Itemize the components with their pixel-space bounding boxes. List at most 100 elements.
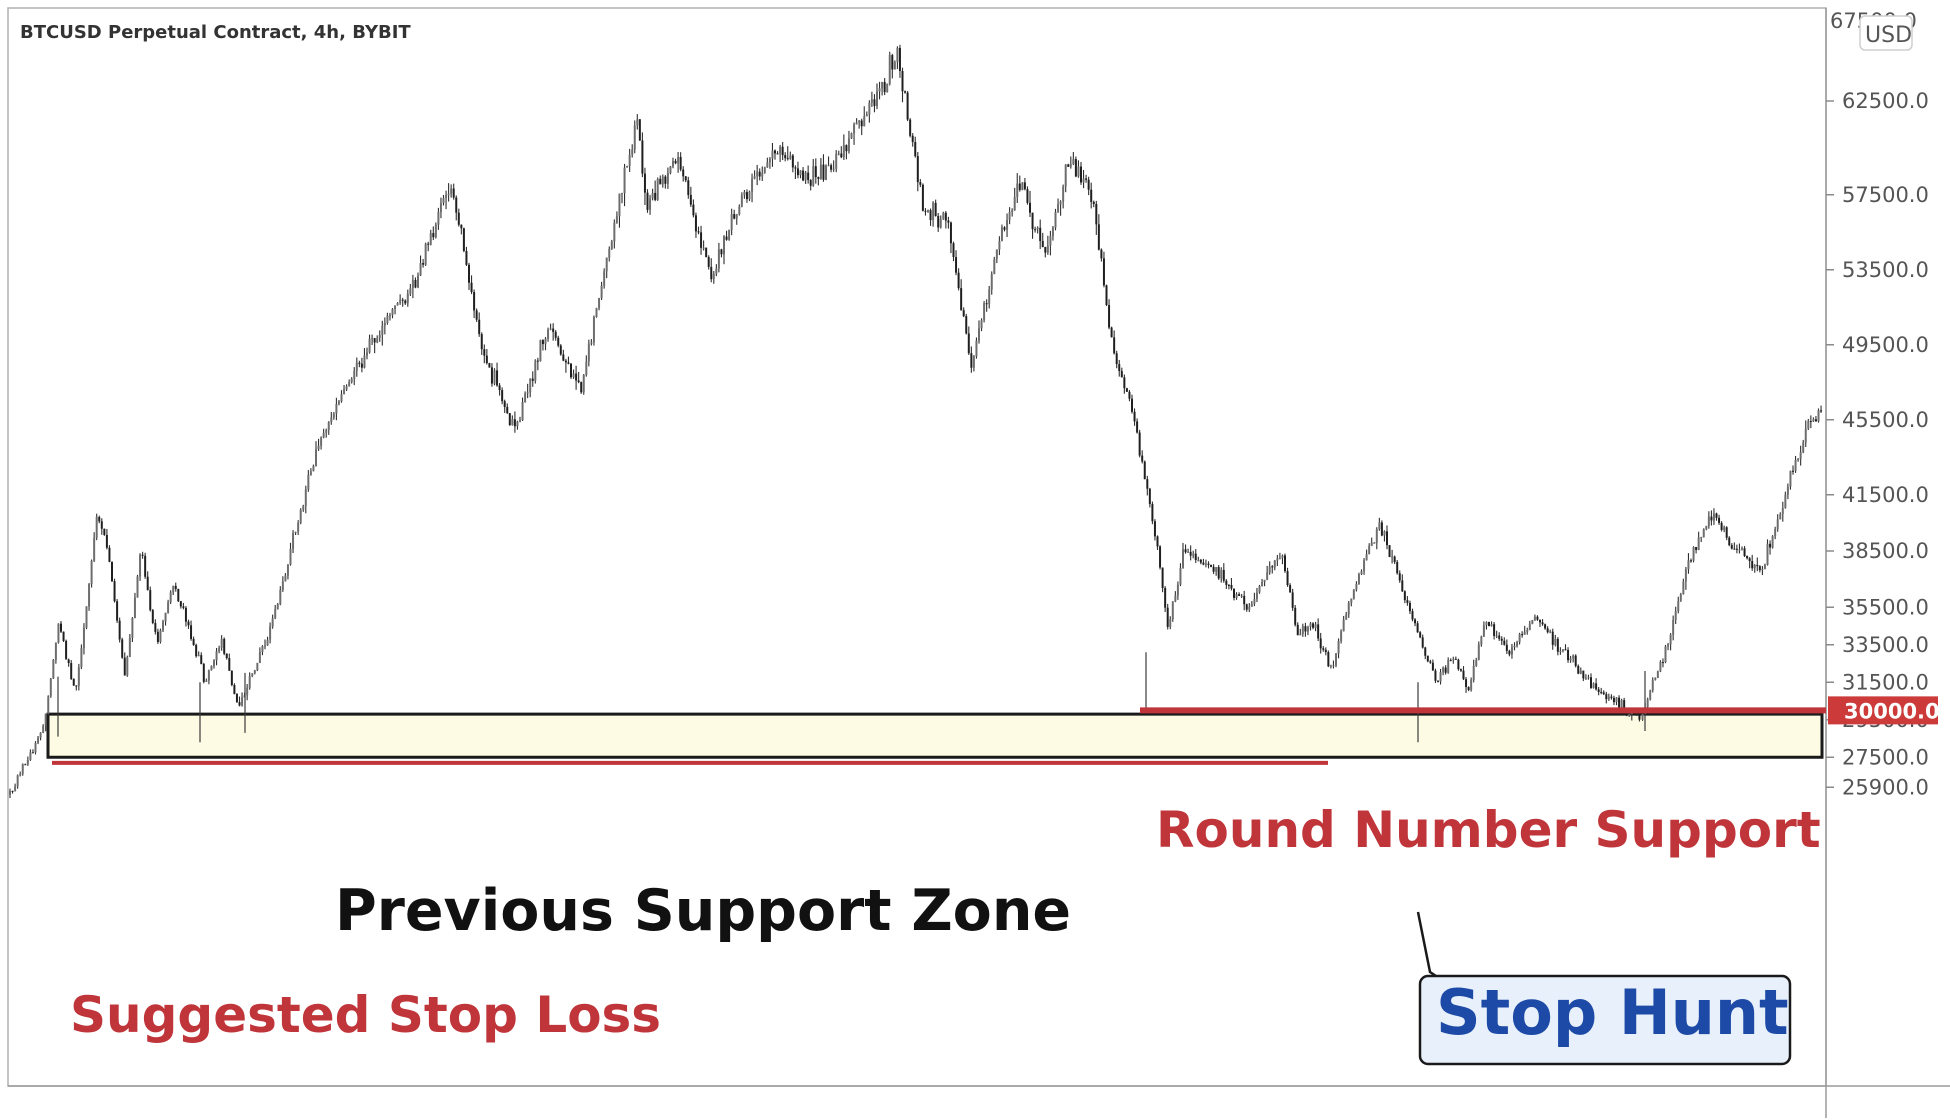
candle-body <box>1383 531 1386 536</box>
candle-body <box>753 176 756 179</box>
candle-body <box>1299 634 1302 636</box>
candle-body <box>1569 658 1572 661</box>
candle-body <box>909 119 912 136</box>
candle-body <box>697 231 700 233</box>
candle-body <box>975 340 978 357</box>
candle-body <box>200 655 203 664</box>
candle-body <box>1294 607 1297 625</box>
candle-body <box>105 534 108 548</box>
candle-body <box>437 212 440 225</box>
candle-body <box>745 192 748 200</box>
candle-body <box>246 687 249 696</box>
candle-body <box>1131 398 1133 412</box>
candle-body <box>1459 669 1462 671</box>
candle-body <box>1651 679 1654 691</box>
candle-body <box>990 274 993 290</box>
candle-body <box>1536 616 1539 620</box>
candle-body <box>223 638 226 654</box>
candle-body <box>927 210 929 212</box>
candle-body <box>391 309 394 316</box>
candle-body <box>1457 659 1460 670</box>
candle-body <box>238 702 241 706</box>
price-axis: 62500.0 57500.0 53500.0 49500.0 45500.0 41500… <box>1826 89 1929 799</box>
candle-body <box>1176 584 1179 596</box>
candle-body <box>774 150 776 154</box>
candle-body <box>1276 558 1279 561</box>
candle-body <box>126 656 129 676</box>
candle-body <box>1498 635 1501 639</box>
candle-body <box>1281 555 1284 558</box>
candle-body <box>1123 377 1126 389</box>
candle-body <box>371 338 374 340</box>
candle-body <box>1006 219 1009 230</box>
candle-body <box>133 597 136 619</box>
candle-body <box>258 651 261 663</box>
candle-body <box>916 156 919 183</box>
candle-body <box>1465 679 1468 688</box>
candle-body <box>1705 525 1708 530</box>
candle-body <box>1291 592 1294 608</box>
candle-body <box>174 585 177 589</box>
candle-body <box>636 119 639 126</box>
candle-body <box>1669 634 1672 645</box>
candle-body <box>1439 672 1442 682</box>
candle-body <box>34 742 37 753</box>
candle-body <box>807 172 810 181</box>
candle-body <box>1039 227 1042 242</box>
candle-body <box>1082 178 1085 183</box>
candle-body <box>128 637 131 657</box>
candle-body <box>1110 327 1113 338</box>
candle-body <box>1153 521 1156 537</box>
candle-body <box>580 382 583 393</box>
candle-body <box>378 334 381 339</box>
candle-body <box>812 166 815 186</box>
candle-body <box>276 604 279 610</box>
candle-body <box>1329 665 1332 667</box>
candle-body <box>1419 632 1422 638</box>
candle-body <box>758 171 761 177</box>
candle-body <box>1067 164 1070 167</box>
candle-body <box>1340 631 1343 642</box>
candle-body <box>192 639 195 645</box>
candle-body <box>649 198 652 210</box>
candle-body <box>1192 553 1195 556</box>
candle-body <box>1255 592 1258 599</box>
candle-body <box>343 389 346 395</box>
candle-body <box>799 170 802 176</box>
candle-body <box>1500 638 1503 641</box>
candle-body <box>1240 595 1243 597</box>
candle-body <box>52 659 55 679</box>
candle-body <box>1253 598 1256 604</box>
candle-body <box>539 340 542 362</box>
currency-badge-label[interactable]: USD <box>1865 23 1912 48</box>
candle-body <box>985 303 988 305</box>
candle-body <box>19 773 22 776</box>
candle-body <box>646 192 649 210</box>
candle-body <box>77 667 80 686</box>
candle-body <box>651 192 654 199</box>
candle-body <box>1414 619 1417 624</box>
candle-body <box>832 168 835 170</box>
candle-body <box>1723 527 1726 530</box>
candle-body <box>424 243 427 265</box>
candle-body <box>978 328 980 341</box>
y-tick-label: 57500.0 <box>1842 183 1929 207</box>
candle-body <box>1741 548 1743 550</box>
candle-body <box>1607 696 1610 700</box>
candle-body <box>845 145 848 152</box>
candle-body <box>564 360 567 363</box>
candle-body <box>1431 662 1434 671</box>
candle-body <box>98 516 101 522</box>
candle-body <box>924 210 927 212</box>
candle-body <box>1296 624 1299 636</box>
candle-body <box>1807 421 1810 429</box>
candle-body <box>57 623 60 643</box>
candle-body <box>317 445 320 450</box>
candle-body <box>1551 631 1554 645</box>
candle-body <box>1416 623 1419 633</box>
candle-body <box>373 338 376 343</box>
candle-body <box>156 631 159 642</box>
candle-body <box>1355 584 1358 590</box>
candle-body <box>1623 700 1626 712</box>
candle-body <box>544 338 547 345</box>
